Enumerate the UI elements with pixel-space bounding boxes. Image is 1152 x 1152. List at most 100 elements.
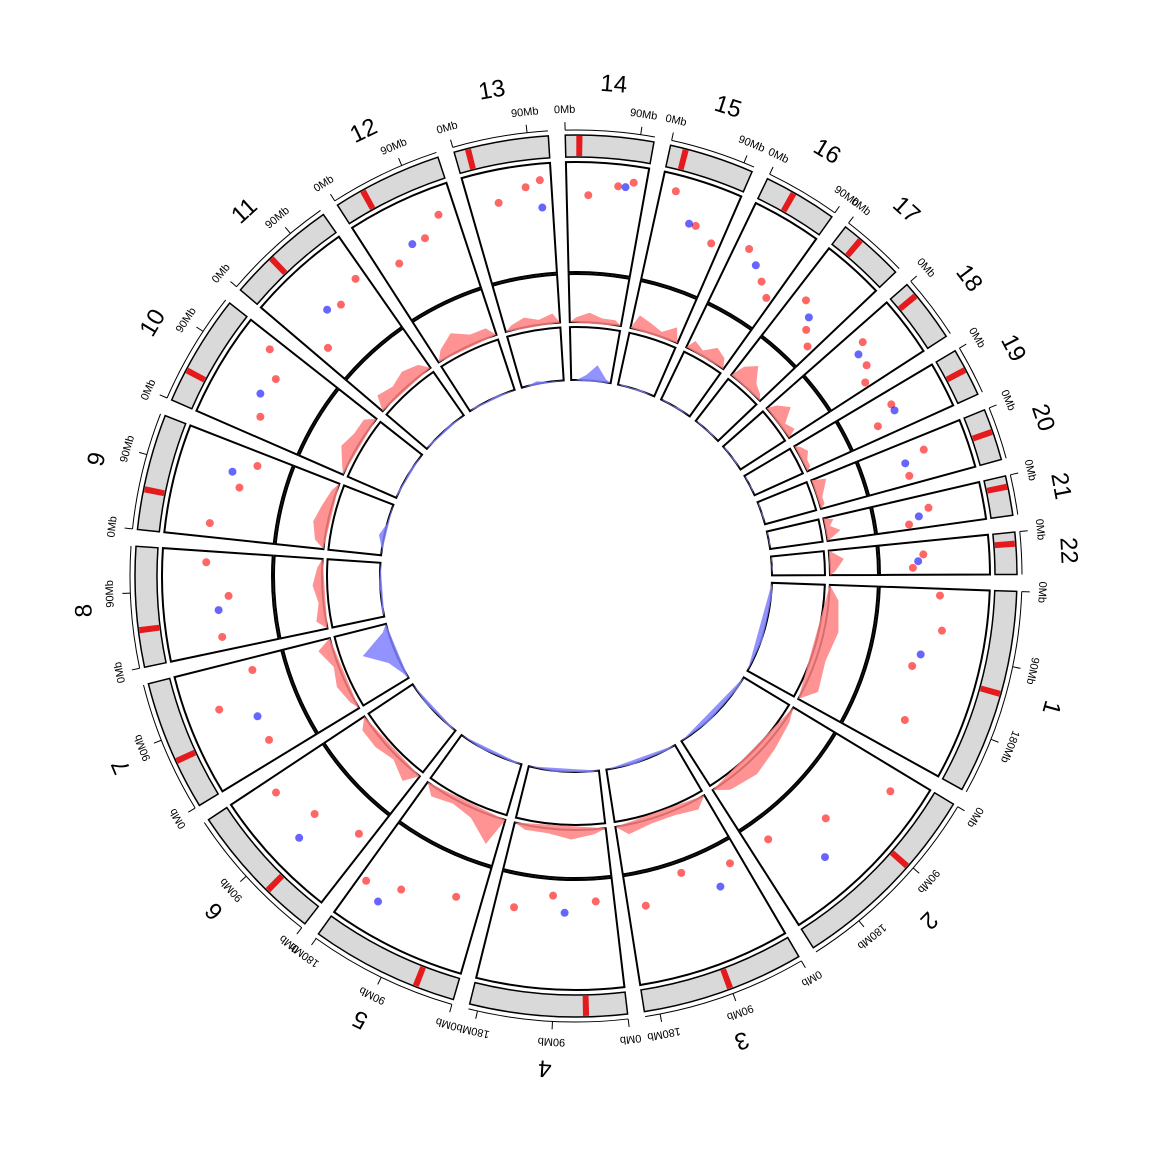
histogram-area <box>630 315 678 344</box>
ideogram <box>983 475 1014 520</box>
scatter-point <box>924 503 933 512</box>
scatter-track <box>460 161 558 286</box>
histogram-area <box>606 745 676 770</box>
scatter-track <box>738 731 932 927</box>
scatter-point <box>900 715 909 724</box>
centromere <box>986 483 1008 494</box>
histogram-area <box>661 399 690 417</box>
chromosome-label: 5 <box>348 1004 372 1034</box>
scatter-point <box>725 859 734 868</box>
ideogram <box>453 135 551 175</box>
ideogram <box>468 981 629 1018</box>
ideogram <box>756 177 833 236</box>
tick-mark <box>990 738 999 743</box>
chromosome-label: 21 <box>1045 470 1076 501</box>
scatter-point <box>745 244 754 253</box>
scatter-point <box>901 459 910 468</box>
scatter-point <box>452 892 461 901</box>
tick-mark <box>640 126 643 135</box>
histogram-area <box>521 380 564 388</box>
scatter-point <box>205 519 214 528</box>
axis-arc <box>815 806 959 953</box>
histogram-track <box>327 484 395 557</box>
histogram-track <box>765 518 824 551</box>
tick-mark <box>450 139 454 148</box>
scatter-point <box>265 345 274 354</box>
scatter-point <box>434 210 443 219</box>
tick-label: 90Mb <box>174 306 199 336</box>
tick-mark <box>671 132 674 141</box>
scatter-point <box>935 591 944 600</box>
chromosome-label: 17 <box>887 191 925 229</box>
axis-arc <box>166 299 227 399</box>
tick-mark <box>377 977 382 985</box>
histogram-track <box>514 765 607 826</box>
ideogram <box>136 414 187 533</box>
ideogram <box>239 213 338 306</box>
scatter-track <box>474 869 626 991</box>
tick-mark <box>124 527 133 530</box>
tick-label: 0Mb <box>554 104 576 117</box>
scatter-point <box>908 661 917 670</box>
chromosome-label: 19 <box>995 330 1031 366</box>
axis-arc <box>143 684 196 809</box>
axis-arc <box>131 413 161 529</box>
scatter-track <box>706 201 818 330</box>
chromosome-label: 22 <box>1054 537 1082 565</box>
scatter-track <box>259 235 404 381</box>
ideogram <box>831 225 897 289</box>
tick-mark <box>959 343 967 349</box>
scatter-point <box>584 191 593 200</box>
tick-mark <box>743 155 748 164</box>
centromere <box>465 148 476 170</box>
histogram-track <box>505 326 565 389</box>
tick-mark <box>153 739 162 744</box>
tick-mark <box>858 920 865 928</box>
chromosome-label: 10 <box>134 304 171 341</box>
tick-mark <box>239 875 247 883</box>
tick-label: 0Mb <box>435 119 459 136</box>
tick-label: 0Mb <box>998 388 1017 412</box>
histogram-area <box>618 384 655 397</box>
scatter-track <box>163 424 295 546</box>
scatter-point <box>374 897 383 906</box>
centromere <box>845 238 863 258</box>
tick-label: 0Mb <box>664 113 687 129</box>
histogram-track <box>711 706 836 832</box>
tick-mark <box>912 867 920 874</box>
tick-mark <box>525 124 528 133</box>
chromosome-label: 18 <box>950 259 988 297</box>
tick-mark <box>230 281 237 288</box>
ideogram <box>800 791 955 949</box>
scatter-point <box>691 221 700 230</box>
tick-label: 0Mb <box>112 661 128 684</box>
scatter-track <box>195 318 339 456</box>
chromosome-label: 9 <box>82 450 111 469</box>
scatter-track <box>640 170 743 299</box>
scatter-point <box>591 897 600 906</box>
histogram-area <box>412 684 456 731</box>
ideogram <box>336 156 446 225</box>
scatter-point <box>707 239 716 248</box>
scatter-point <box>253 462 262 471</box>
tick-label: 0Mb <box>799 968 824 989</box>
scatter-point <box>685 219 694 228</box>
axis-arc <box>203 822 303 929</box>
histogram-area <box>362 716 420 781</box>
axis-arc <box>129 545 141 669</box>
scatter-point <box>351 274 360 283</box>
scatter-point <box>256 412 265 421</box>
centromere <box>898 293 918 311</box>
histogram-track <box>367 682 457 774</box>
ideogram <box>992 531 1018 576</box>
scatter-track <box>856 418 977 497</box>
histogram-area <box>712 707 794 791</box>
scatter-point <box>905 520 914 529</box>
tick-label: 90Mb <box>725 1002 755 1023</box>
centromere <box>144 486 165 497</box>
tick-label: 0Mb <box>139 378 159 402</box>
scatter-point <box>235 483 244 492</box>
tick-mark <box>627 1018 630 1027</box>
scatter-point <box>716 882 725 891</box>
axis-arc <box>1019 531 1023 575</box>
